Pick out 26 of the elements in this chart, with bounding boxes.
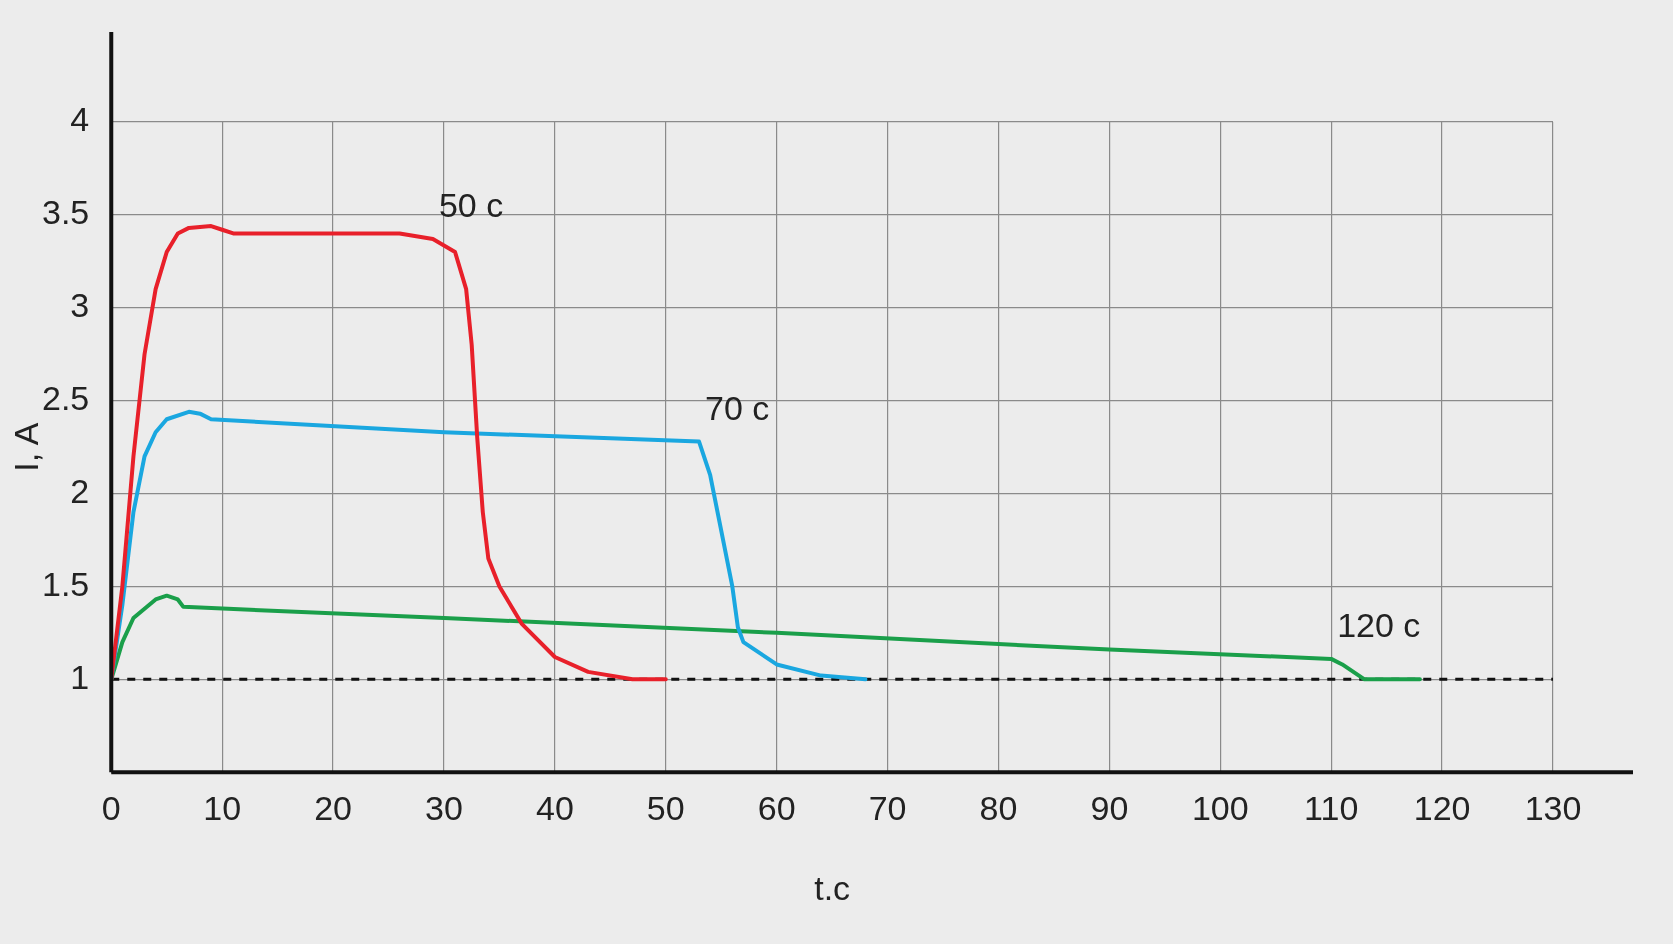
- y-axis-title: I, A: [7, 422, 45, 472]
- x-tick-label: 20: [314, 788, 352, 827]
- x-tick-label: 120: [1413, 788, 1471, 827]
- y-tick-label: 2.5: [42, 379, 90, 418]
- x-tick-label: 80: [979, 788, 1018, 827]
- x-tick-label: 90: [1090, 788, 1129, 827]
- x-tick-label: 110: [1304, 788, 1359, 827]
- y-tick-label: 4: [70, 100, 90, 139]
- x-tick-label: 0: [101, 788, 121, 827]
- series-label: 70 c: [705, 388, 770, 427]
- x-tick-label: 70: [868, 788, 907, 827]
- y-tick-label: 3.5: [42, 193, 90, 232]
- y-tick-label: 2: [70, 471, 90, 510]
- x-tick-label: 100: [1191, 788, 1249, 827]
- x-tick-label: 60: [757, 788, 796, 827]
- x-tick-label: 10: [203, 788, 242, 827]
- x-tick-label: 130: [1524, 788, 1582, 827]
- y-tick-label: 1.5: [42, 564, 90, 603]
- series-label: 50 c: [438, 186, 504, 225]
- x-tick-label: 40: [535, 788, 574, 827]
- y-tick-label: 1: [70, 657, 90, 696]
- series-label: 120 c: [1337, 605, 1421, 644]
- x-tick-label: 30: [425, 788, 463, 827]
- x-tick-label: 50: [646, 788, 685, 827]
- y-tick-label: 3: [70, 286, 90, 325]
- x-axis-title: t.c: [814, 869, 851, 908]
